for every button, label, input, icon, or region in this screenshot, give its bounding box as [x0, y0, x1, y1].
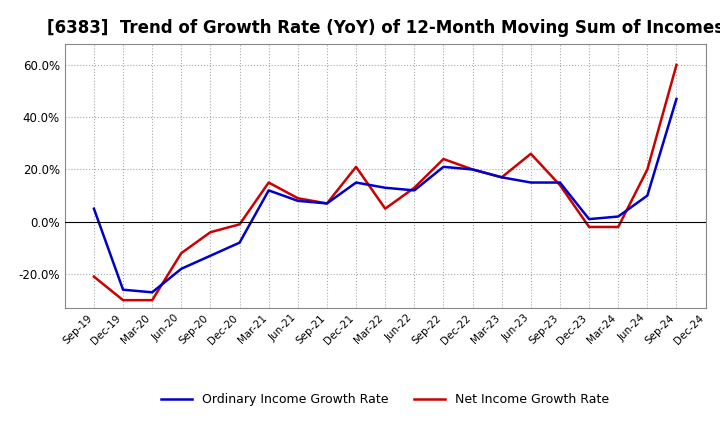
Ordinary Income Growth Rate: [556, 180, 564, 185]
Ordinary Income Growth Rate: [614, 214, 623, 219]
Net Income Growth Rate: [672, 62, 681, 68]
Net Income Growth Rate: [439, 156, 448, 161]
Ordinary Income Growth Rate: [323, 201, 331, 206]
Ordinary Income Growth Rate: [585, 216, 593, 222]
Ordinary Income Growth Rate: [498, 175, 506, 180]
Net Income Growth Rate: [148, 297, 156, 303]
Ordinary Income Growth Rate: [206, 253, 215, 258]
Ordinary Income Growth Rate: [381, 185, 390, 191]
Ordinary Income Growth Rate: [439, 164, 448, 169]
Title: [6383]  Trend of Growth Rate (YoY) of 12-Month Moving Sum of Incomes: [6383] Trend of Growth Rate (YoY) of 12-…: [47, 19, 720, 37]
Line: Ordinary Income Growth Rate: Ordinary Income Growth Rate: [94, 99, 677, 292]
Net Income Growth Rate: [235, 222, 244, 227]
Ordinary Income Growth Rate: [148, 290, 156, 295]
Ordinary Income Growth Rate: [294, 198, 302, 203]
Ordinary Income Growth Rate: [643, 193, 652, 198]
Net Income Growth Rate: [556, 183, 564, 188]
Net Income Growth Rate: [526, 151, 535, 157]
Net Income Growth Rate: [381, 206, 390, 211]
Net Income Growth Rate: [585, 224, 593, 230]
Net Income Growth Rate: [410, 185, 418, 191]
Ordinary Income Growth Rate: [177, 266, 186, 271]
Net Income Growth Rate: [468, 167, 477, 172]
Ordinary Income Growth Rate: [526, 180, 535, 185]
Net Income Growth Rate: [177, 250, 186, 256]
Net Income Growth Rate: [89, 274, 98, 279]
Net Income Growth Rate: [206, 230, 215, 235]
Ordinary Income Growth Rate: [119, 287, 127, 292]
Net Income Growth Rate: [119, 297, 127, 303]
Net Income Growth Rate: [323, 201, 331, 206]
Net Income Growth Rate: [643, 167, 652, 172]
Ordinary Income Growth Rate: [235, 240, 244, 245]
Net Income Growth Rate: [294, 195, 302, 201]
Legend: Ordinary Income Growth Rate, Net Income Growth Rate: Ordinary Income Growth Rate, Net Income …: [156, 388, 614, 411]
Line: Net Income Growth Rate: Net Income Growth Rate: [94, 65, 677, 300]
Ordinary Income Growth Rate: [352, 180, 361, 185]
Ordinary Income Growth Rate: [264, 188, 273, 193]
Net Income Growth Rate: [352, 164, 361, 169]
Ordinary Income Growth Rate: [468, 167, 477, 172]
Ordinary Income Growth Rate: [89, 206, 98, 211]
Net Income Growth Rate: [498, 175, 506, 180]
Ordinary Income Growth Rate: [410, 188, 418, 193]
Net Income Growth Rate: [264, 180, 273, 185]
Ordinary Income Growth Rate: [672, 96, 681, 102]
Net Income Growth Rate: [614, 224, 623, 230]
